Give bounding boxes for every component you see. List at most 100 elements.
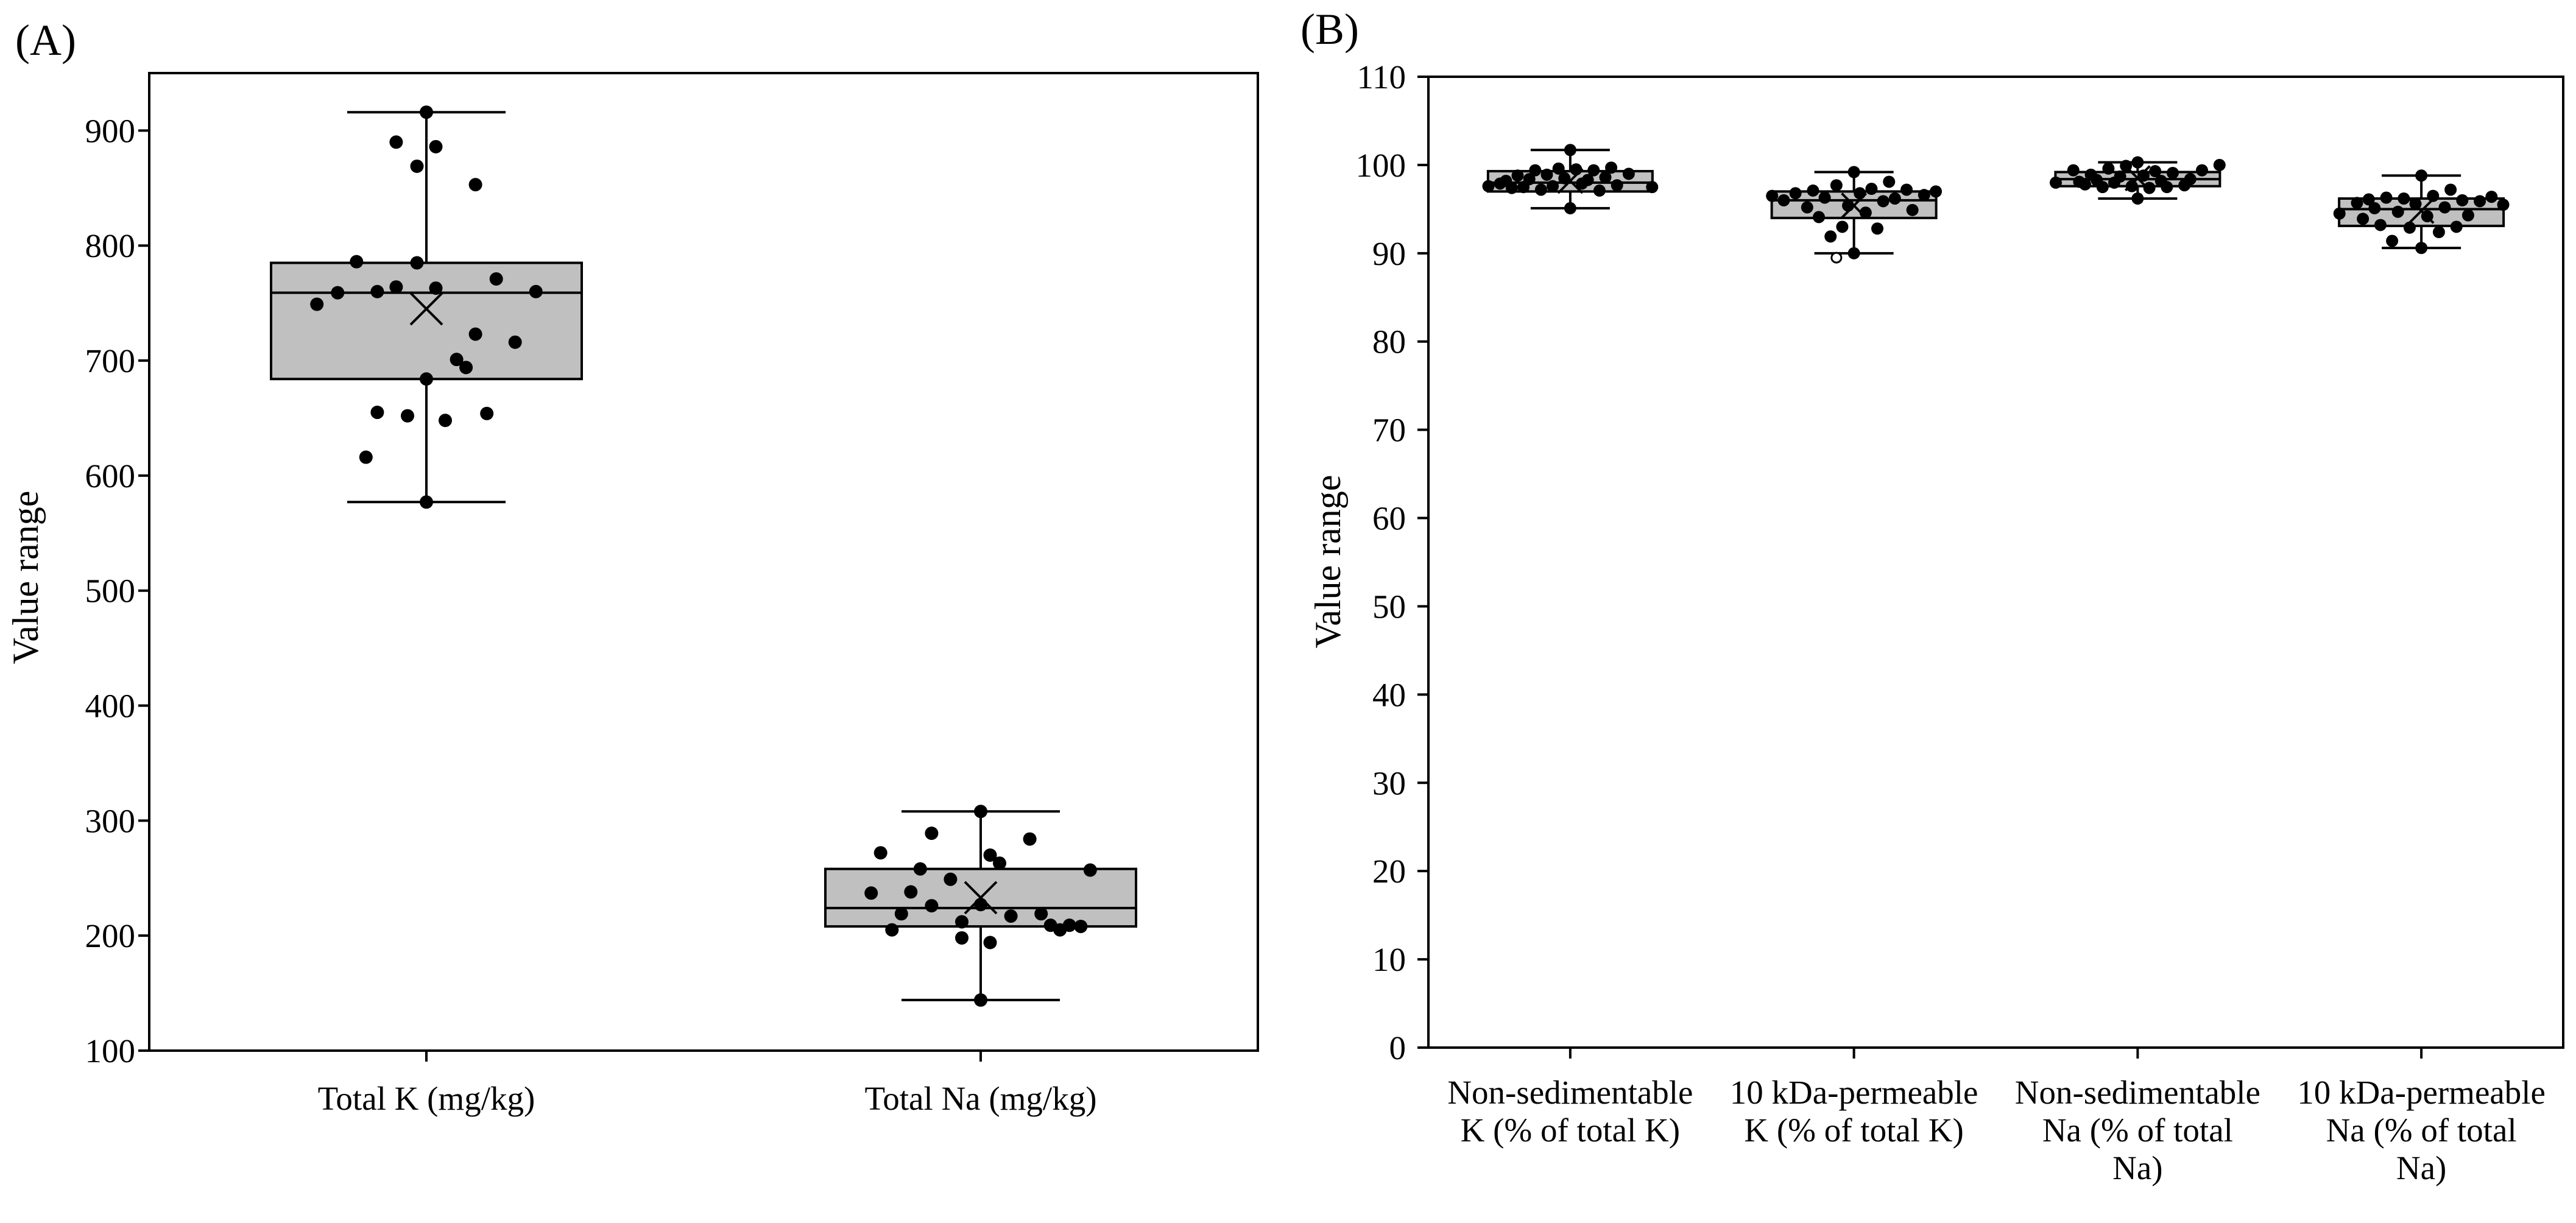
panel-b-mean-marker <box>1841 192 1868 219</box>
panel-a-data-point <box>359 450 373 464</box>
panel-b-data-point <box>2398 192 2410 205</box>
panel-a-data-point <box>489 272 503 286</box>
panel-b-category-label-line: Na) <box>2112 1149 2162 1186</box>
panel-b-data-point <box>1564 202 1576 214</box>
panel-a-box-iqr <box>270 261 583 381</box>
panel-b-y-tick-label: 70 <box>1372 412 1406 449</box>
panel-b-data-point <box>2161 181 2173 194</box>
panel-a-data-point <box>974 898 987 912</box>
panel-a-data-point <box>450 353 464 367</box>
panel-b-data-point <box>1622 167 1635 180</box>
panel-b-data-point <box>2049 176 2062 189</box>
panel-b-data-point <box>2497 199 2510 211</box>
panel-a-mean-marker <box>409 292 443 326</box>
panel-b-data-point <box>2415 169 2428 182</box>
panel-b-plot-frame <box>1427 76 2564 1049</box>
panel-a-y-tick-label: 700 <box>85 342 136 379</box>
panel-b-y-tick-label: 10 <box>1372 941 1406 978</box>
panel-a-category-label-line: Total Na (mg/kg) <box>864 1080 1096 1117</box>
panel-b-data-point <box>2096 181 2109 194</box>
panel-a-label: (A) <box>15 16 76 65</box>
panel-b-data-point <box>2427 189 2440 202</box>
panel-b-data-point <box>1529 164 1542 177</box>
panel-a-plot-layer: 100 200 300 400 500 600 700 800 900 Total K (mg/k… <box>85 105 1137 1117</box>
panel-b-data-point <box>2362 193 2375 206</box>
panel-b-data-point <box>2357 213 2370 225</box>
panel-a-data-point <box>974 805 987 819</box>
panel-b-data-point <box>2351 197 2363 210</box>
panel-b-y-tick-label: 0 <box>1389 1029 1406 1066</box>
panel-b-data-point <box>1547 180 1559 192</box>
panel-b-data-point <box>2131 156 2144 169</box>
panel-b-category-label-line: Na (% of total <box>2042 1112 2233 1149</box>
panel-b-data-point <box>2137 169 2150 182</box>
panel-b-data-point <box>1906 203 1919 216</box>
panel-b-y-tick-label: 110 <box>1357 58 1406 96</box>
panel-b-data-point <box>2456 194 2469 206</box>
panel-b-data-point <box>1534 183 1547 196</box>
panel-b-data-point <box>1930 185 1943 198</box>
panel-b-category-label: Non-sedimentable K (% of total K) <box>1447 1074 1693 1149</box>
panel-a-data-point <box>468 178 482 192</box>
panel-a-category-label-line: Total K (mg/kg) <box>318 1080 535 1117</box>
panel-b-data-point <box>2333 207 2346 220</box>
panel-a-data-point <box>925 899 939 913</box>
panel-b-mean-marker <box>2408 197 2435 224</box>
panel-a-data-point <box>1062 918 1076 932</box>
panel-b-data-point <box>2114 170 2126 183</box>
panel-b-data-point <box>2485 191 2498 203</box>
panel-b-y-tick-label: 40 <box>1372 676 1406 713</box>
panel-b-data-point <box>1646 181 1659 194</box>
panel-b-data-point <box>1581 174 1594 186</box>
panel-b-category-label-line: Na (% of total <box>2326 1112 2517 1149</box>
panel-b-data-point <box>1900 183 1913 196</box>
panel-a-data-point <box>944 872 958 886</box>
panel-b-data-point <box>1871 222 1884 235</box>
panel-b-outlier-point <box>1830 252 1843 264</box>
panel-a-data-point <box>894 907 908 921</box>
panel-a-chart: (A) Value range 100 200 300 400 500 600 700 800… <box>5 16 1259 1117</box>
panel-b-data-point <box>2403 221 2416 234</box>
panel-a-data-point <box>389 280 403 294</box>
panel-b-chart: (B) Value range 0 10 20 30 40 50 60 70 80 90 100 11… <box>1300 5 2564 1186</box>
panel-a-data-point <box>983 848 997 862</box>
panel-b-data-point <box>1865 183 1878 196</box>
panel-a-data-point <box>983 936 997 950</box>
panel-b-data-point <box>1813 211 1826 224</box>
panel-a-data-point <box>904 885 918 899</box>
panel-a-data-point <box>420 105 433 119</box>
panel-b-data-point <box>1605 161 1618 174</box>
panel-b-data-point <box>1807 184 1819 197</box>
panel-a-data-point <box>429 139 443 153</box>
panel-a-data-point <box>1083 863 1097 877</box>
panel-b-data-point <box>1883 175 1896 188</box>
panel-a-data-point <box>350 255 364 269</box>
panel-b-data-point <box>1824 230 1837 243</box>
panel-a-data-point <box>873 846 887 860</box>
panel-a-data-point <box>331 286 345 300</box>
panel-b-data-point <box>2368 202 2381 214</box>
panel-a-data-point <box>439 414 452 428</box>
panel-a-y-tick-label: 200 <box>85 917 136 954</box>
panel-a-y-tick-label: 800 <box>85 227 136 264</box>
panel-b-category-label: 10 kDa-permeable Na (% of total Na) <box>2297 1074 2546 1186</box>
panel-b-data-point <box>1777 194 1790 206</box>
panel-b-data-point <box>1558 172 1571 185</box>
panel-b-y-tick-label: 50 <box>1372 588 1406 625</box>
panel-b-category-label: Non-sedimentable Na (% of total Na) <box>2015 1074 2260 1186</box>
panel-b-data-point <box>1587 164 1600 177</box>
panel-b-mean-marker <box>1557 167 1584 194</box>
panel-a-data-point <box>1004 909 1018 923</box>
panel-a-y-axis-title: Value range <box>5 491 46 664</box>
panel-a-category-label: Total Na (mg/kg) <box>864 1080 1096 1117</box>
panel-b-data-point <box>1540 168 1553 181</box>
panel-a-y-tick-label: 400 <box>85 688 136 725</box>
panel-b-data-point <box>1505 182 1518 194</box>
panel-a-data-point <box>864 886 878 900</box>
panel-b-data-point <box>1511 169 1524 182</box>
panel-a-data-point <box>1034 907 1048 921</box>
panel-a-data-point <box>310 297 324 311</box>
panel-b-data-point <box>2149 165 2162 178</box>
panel-b-data-point <box>2461 209 2474 222</box>
